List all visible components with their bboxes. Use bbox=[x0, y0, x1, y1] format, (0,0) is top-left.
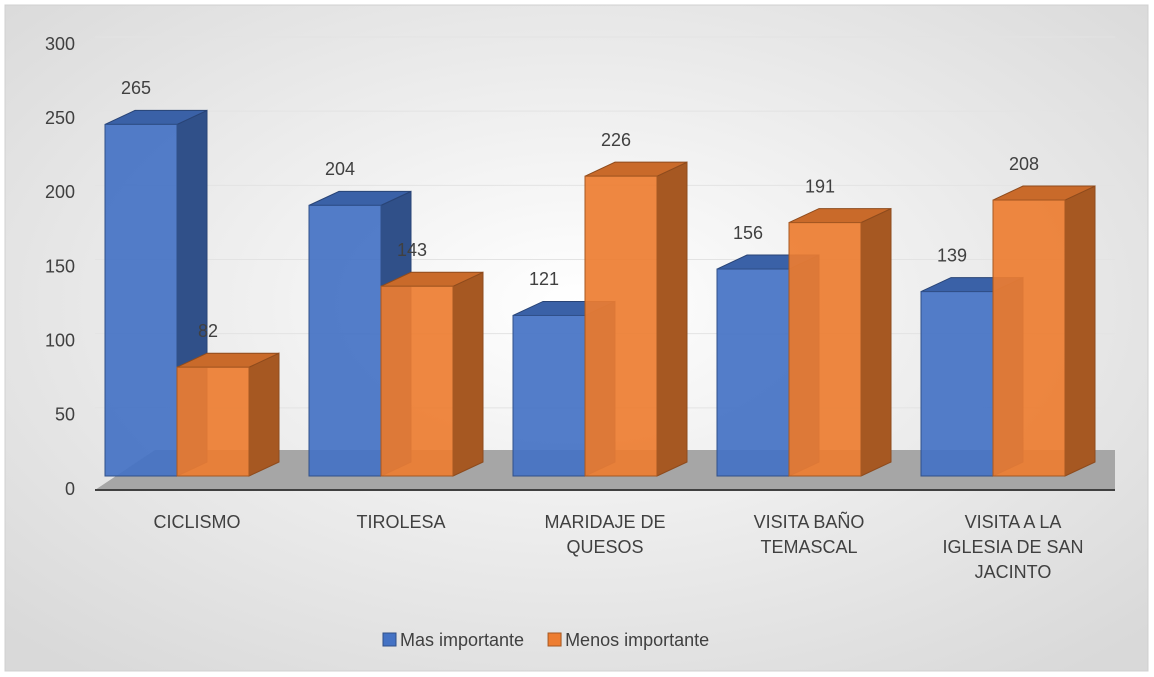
y-tick-label: 100 bbox=[45, 330, 75, 350]
data-label: 143 bbox=[397, 240, 427, 260]
bar-face bbox=[992, 199, 1066, 477]
y-tick-label: 250 bbox=[45, 108, 75, 128]
legend-label: Menos importante bbox=[565, 630, 709, 650]
bar-face bbox=[716, 268, 790, 477]
data-label: 156 bbox=[733, 223, 763, 243]
bar-face bbox=[584, 175, 658, 477]
bar bbox=[380, 271, 484, 477]
y-tick-label: 0 bbox=[65, 479, 75, 499]
data-label: 204 bbox=[325, 159, 355, 179]
bar-face bbox=[104, 123, 178, 477]
bar-face bbox=[308, 204, 382, 477]
y-tick-label: 50 bbox=[55, 405, 75, 425]
data-label: 82 bbox=[198, 321, 218, 341]
data-label: 139 bbox=[937, 245, 967, 265]
x-tick-label: TIROLESA bbox=[356, 512, 446, 532]
bar bbox=[584, 161, 688, 477]
x-tick-label: VISITA BAÑO TEMASCAL bbox=[753, 512, 865, 557]
bar bbox=[788, 207, 892, 477]
data-label: 265 bbox=[121, 78, 151, 98]
data-label: 191 bbox=[805, 176, 835, 196]
bar-face bbox=[512, 314, 586, 477]
x-tick-label: VISITA A LA IGLESIA DE SAN JACINTO bbox=[942, 512, 1084, 582]
bar-face bbox=[860, 207, 892, 477]
legend-swatch bbox=[547, 632, 562, 647]
data-label: 208 bbox=[1009, 154, 1039, 174]
bar bbox=[992, 185, 1096, 477]
x-tick-label: CICLISMO bbox=[153, 512, 241, 532]
bar-face bbox=[920, 291, 994, 477]
bar-face bbox=[788, 222, 862, 477]
data-label: 226 bbox=[601, 130, 631, 150]
y-tick-label: 150 bbox=[45, 256, 75, 276]
x-tick-label: MARIDAJE DE QUESOS bbox=[544, 512, 666, 557]
bar bbox=[176, 352, 280, 477]
bar-face bbox=[248, 352, 280, 477]
bar-face bbox=[656, 161, 688, 477]
bar-face bbox=[1064, 185, 1096, 477]
legend-swatch bbox=[382, 632, 397, 647]
bar-face bbox=[380, 285, 454, 477]
y-tick-label: 200 bbox=[45, 182, 75, 202]
legend-label: Mas importante bbox=[400, 630, 524, 650]
bar-face bbox=[176, 366, 250, 477]
y-tick-label: 300 bbox=[45, 34, 75, 54]
bar-face bbox=[452, 271, 484, 477]
data-label: 121 bbox=[529, 269, 559, 289]
